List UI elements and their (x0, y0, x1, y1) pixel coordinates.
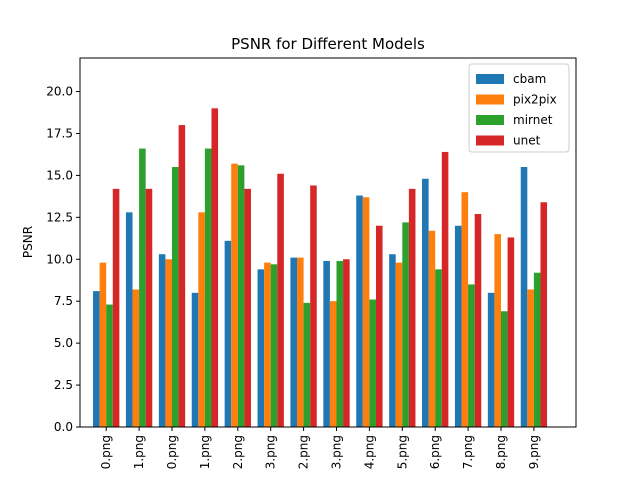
legend-label-unet: unet (513, 134, 541, 148)
bar-pix2pix-5 (264, 262, 271, 427)
bar-unet-6 (310, 185, 317, 427)
bar-mirnet-11 (468, 284, 475, 427)
bar-pix2pix-0 (99, 262, 107, 427)
bar-cbam-7 (323, 260, 330, 427)
y-tick-label: 20.0 (46, 85, 73, 99)
bar-pix2pix-10 (428, 230, 436, 427)
bar-pix2pix-13 (527, 289, 534, 427)
bar-cbam-1 (125, 212, 133, 427)
legend-swatch-pix2pix (476, 94, 504, 105)
bar-cbam-2 (158, 254, 166, 427)
x-axis: 0.png 1.png 0.png 1.png 2.png 3.png 2.png 3.png… (99, 427, 541, 469)
legend-swatch-unet (476, 135, 504, 146)
y-axis: 0.0 2.5 5.0 7.5 10.0 12.5 15.0 17.5 20.0 (46, 85, 80, 434)
bar-mirnet-2 (172, 167, 179, 427)
bar-mirnet-1 (139, 148, 146, 427)
bar-cbam-6 (290, 257, 298, 427)
legend-swatch-mirnet (476, 115, 504, 125)
bar-cbam-0 (93, 291, 100, 427)
bar-pix2pix-7 (329, 301, 337, 427)
bar-cbam-8 (356, 195, 363, 427)
y-tick-label: 10.0 (46, 252, 73, 266)
x-tick-label: 6.png (428, 435, 442, 469)
bar-mirnet-12 (501, 311, 508, 427)
x-tick-label: 3.png (330, 435, 344, 469)
bar-unet-3 (211, 108, 219, 427)
legend-swatch-cbam (476, 74, 504, 84)
bar-unet-10 (441, 151, 449, 427)
bar-mirnet-5 (270, 264, 278, 427)
bar-cbam-13 (520, 167, 528, 427)
x-tick-label: 8.png (494, 435, 508, 469)
chart-title: PSNR for Different Models (231, 35, 425, 53)
bar-pix2pix-4 (231, 163, 238, 428)
x-tick-label: 3.png (264, 435, 278, 469)
bar-pix2pix-1 (132, 289, 140, 427)
x-tick-label: 9.png (527, 435, 541, 469)
y-tick-label: 2.5 (54, 378, 73, 392)
bar-pix2pix-8 (362, 197, 370, 427)
bar-unet-5 (277, 173, 284, 427)
bar-pix2pix-9 (395, 262, 403, 427)
bar-mirnet-6 (303, 302, 311, 427)
bar-unet-2 (178, 125, 186, 427)
y-tick-label: 7.5 (54, 294, 73, 308)
x-tick-label: 4.png (362, 435, 376, 469)
bar-unet-9 (408, 188, 416, 427)
bar-pix2pix-6 (297, 257, 304, 427)
bar-mirnet-8 (369, 299, 376, 427)
bar-unet-11 (474, 213, 482, 427)
bar-cbam-5 (257, 269, 265, 427)
bar-unet-8 (375, 225, 383, 427)
bar-mirnet-7 (336, 260, 344, 427)
bar-pix2pix-12 (494, 234, 501, 427)
bar-unet-7 (343, 259, 350, 427)
x-tick-label: 1.png (132, 435, 146, 469)
y-tick-label: 15.0 (46, 168, 73, 182)
y-tick-label: 5.0 (54, 336, 73, 350)
bar-mirnet-4 (237, 165, 245, 427)
bars-group (93, 108, 548, 428)
x-tick-label: 2.png (231, 435, 245, 469)
bar-cbam-9 (389, 254, 396, 427)
bar-cbam-3 (191, 292, 199, 427)
bar-mirnet-9 (402, 222, 409, 427)
x-tick-label: 7.png (461, 435, 475, 469)
bar-unet-12 (507, 237, 515, 427)
legend-label-mirnet: mirnet (513, 113, 553, 127)
x-tick-label: 1.png (198, 435, 212, 469)
bar-unet-13 (540, 202, 548, 427)
plot-frame (79, 57, 577, 428)
bar-unet-1 (145, 188, 153, 427)
bar-unet-0 (112, 188, 120, 427)
bar-cbam-11 (454, 225, 462, 427)
legend-label-pix2pix: pix2pix (513, 93, 557, 107)
bar-cbam-4 (224, 240, 232, 427)
bar-unet-4 (244, 188, 251, 427)
x-tick-label: 2.png (297, 435, 311, 469)
bar-pix2pix-3 (198, 212, 205, 427)
bar-cbam-10 (422, 178, 429, 427)
x-tick-label: 0.png (99, 435, 113, 469)
bar-pix2pix-2 (165, 259, 172, 427)
bar-mirnet-10 (435, 269, 442, 427)
legend-label-cbam: cbam (513, 72, 546, 86)
bar-pix2pix-11 (461, 192, 469, 427)
x-tick-label: 5.png (395, 435, 409, 469)
bar-mirnet-13 (533, 272, 541, 427)
y-tick-label: 12.5 (46, 210, 73, 224)
bar-mirnet-0 (106, 304, 113, 427)
y-axis-label: PSNR (21, 226, 35, 258)
y-tick-label: 0.0 (54, 420, 73, 434)
legend: cbam pix2pix mirnet unet (468, 63, 570, 153)
bar-mirnet-3 (204, 148, 212, 427)
bar-cbam-12 (487, 292, 495, 427)
x-tick-label: 0.png (165, 435, 179, 469)
legend-box (468, 63, 570, 153)
y-tick-label: 17.5 (46, 126, 73, 140)
